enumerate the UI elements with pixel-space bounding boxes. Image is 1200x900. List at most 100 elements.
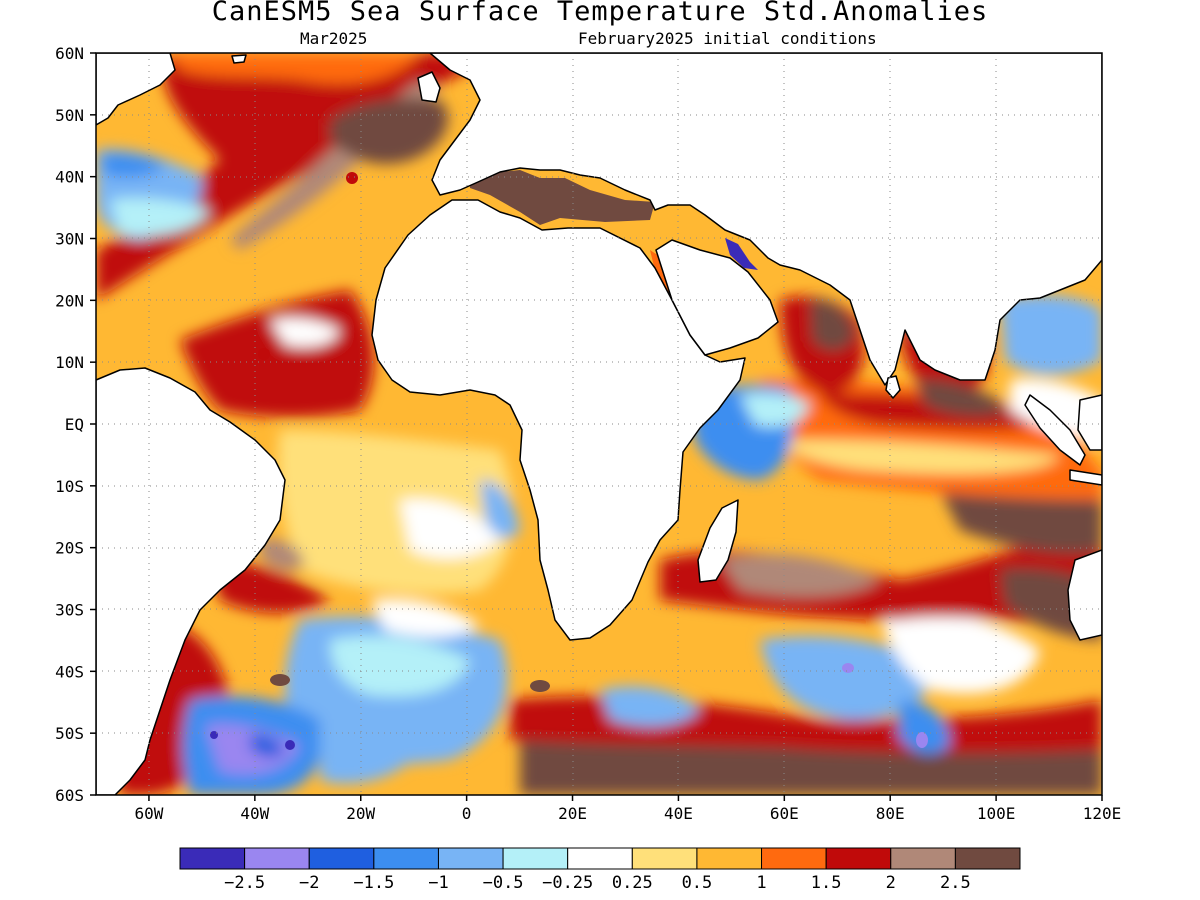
- anomaly-spot-red-2: [346, 172, 358, 184]
- lat-tick-label: 60S: [55, 786, 84, 805]
- anomaly-scs-cool: [1000, 294, 1102, 375]
- anomaly-si-cool: [760, 636, 932, 720]
- land-british-isles: [417, 71, 441, 103]
- lon-tick-label: 40W: [240, 804, 269, 823]
- lat-tick-label: 20S: [55, 539, 84, 558]
- anomaly-spot-brown-1: [530, 680, 550, 692]
- anomaly-tna-white: [270, 318, 340, 347]
- anomaly-spot-purple-2: [842, 663, 854, 673]
- anomaly-si-white: [880, 609, 1040, 694]
- colorbar-label: −0.5: [483, 873, 524, 893]
- colorbar-label: 1: [756, 873, 766, 893]
- lon-tick-label: 60W: [134, 804, 163, 823]
- lat-tick-label: 60N: [55, 44, 84, 63]
- land-java: [1069, 469, 1102, 486]
- longitude-axis: 60W 40W 20W 0 20E 40E 60E 80E 100E 120E: [134, 795, 1121, 823]
- anomaly-spot-brown-2: [270, 674, 290, 686]
- lat-tick-label: 10S: [55, 477, 84, 496]
- lon-tick-label: 120E: [1083, 804, 1122, 823]
- land-iceland: [231, 54, 247, 64]
- lon-tick-label: 20E: [558, 804, 587, 823]
- colorbar-label: −2: [299, 873, 319, 893]
- land-madagascar: [697, 499, 739, 583]
- anomaly-field: [96, 53, 1102, 795]
- colorbar-swatch: [308, 847, 375, 870]
- lat-tick-label: 10N: [55, 353, 84, 372]
- anomaly-sa-white: [370, 598, 480, 637]
- anomaly-tsa-white: [400, 499, 500, 559]
- colorbar-swatch: [954, 847, 1021, 870]
- lon-tick-label: 100E: [977, 804, 1016, 823]
- landmasses: [96, 53, 1102, 795]
- colorbar-labels: −2.5 −2 −1.5 −1 −0.5 −0.25 0.25 0.5 1 1.5 2 2.5: [224, 873, 971, 893]
- anomaly-sa-cool-light: [330, 636, 470, 697]
- colorbar-swatch: [179, 847, 246, 870]
- anomaly-somali-light: [740, 393, 810, 427]
- initial-conditions: February2025 initial conditions: [578, 29, 877, 48]
- lat-tick-label: 30N: [55, 230, 84, 249]
- anomaly-si-cool-east: [898, 700, 950, 754]
- forecast-month: Mar2025: [300, 29, 368, 48]
- colorbar-swatch: [373, 847, 439, 870]
- colorbar-swatch: [761, 847, 827, 870]
- anomaly-mediterranean: [470, 170, 655, 225]
- anomaly-spot-deep-2: [210, 731, 218, 739]
- latitude-axis: 60N 50N 40N 30N 20N 10N EQ 10S 20S 30S 40S 50S 60S: [55, 44, 96, 805]
- gridlines: [96, 53, 1102, 795]
- anomaly-na-north-orange: [170, 53, 420, 84]
- colorbar-swatch: [502, 847, 569, 870]
- anomaly-si-brown-east: [940, 485, 1102, 554]
- anomaly-na-core: [330, 98, 449, 164]
- lon-tick-label: 60E: [770, 804, 799, 823]
- colorbar-swatch: [437, 847, 504, 870]
- lon-tick-label: 20W: [346, 804, 375, 823]
- colorbar: [179, 847, 1021, 870]
- map-title: CanESM5 Sea Surface Temperature Std.Anom…: [211, 0, 989, 27]
- anomaly-persian-gulf: [725, 238, 758, 270]
- lon-tick-label: 80E: [876, 804, 905, 823]
- colorbar-swatch: [567, 847, 633, 870]
- anomaly-arabian-brown: [810, 299, 855, 351]
- colorbar-label: 2: [886, 873, 896, 893]
- colorbar-label: 2.5: [940, 873, 971, 893]
- anomaly-nwa-blue: [100, 153, 165, 177]
- land-arabia: [655, 239, 779, 356]
- colorbar-swatch: [244, 847, 310, 870]
- lon-tick-label: 0: [462, 804, 472, 823]
- anomaly-swa-bluish: [320, 700, 420, 784]
- lat-tick-label: 30S: [55, 601, 84, 620]
- lat-tick-label: EQ: [65, 415, 84, 434]
- colorbar-label: 0.5: [682, 873, 713, 893]
- land-europe-asia: [429, 53, 1102, 386]
- colorbar-label: 1.5: [811, 873, 842, 893]
- land-north-america: [96, 53, 176, 126]
- land-australia: [1067, 549, 1102, 641]
- lat-tick-label: 50S: [55, 724, 84, 743]
- anomaly-si-brown-band: [720, 553, 880, 597]
- anomaly-spot-deep-1: [285, 740, 295, 750]
- lat-tick-label: 50N: [55, 106, 84, 125]
- anomaly-sa-brown: [260, 538, 305, 571]
- anomaly-tsa-blue: [480, 480, 520, 539]
- land-sri-lanka: [885, 375, 901, 399]
- colorbar-label: −1.5: [353, 873, 394, 893]
- colorbar-label: −2.5: [224, 873, 265, 893]
- lat-tick-label: 40S: [55, 662, 84, 681]
- anomaly-tna-red: [180, 290, 374, 418]
- lat-tick-label: 20N: [55, 291, 84, 310]
- anomaly-bengal-dark: [915, 379, 1010, 417]
- colorbar-label: −0.25: [542, 873, 593, 893]
- lat-tick-label: 40N: [55, 168, 84, 187]
- colorbar-swatch: [631, 847, 698, 870]
- land-borneo: [1077, 394, 1102, 451]
- anomaly-swa-deep: [250, 734, 285, 757]
- anomaly-si-red-band: [660, 520, 1102, 623]
- anomaly-spot-purple-1: [916, 732, 928, 748]
- land-africa: [371, 199, 746, 641]
- lon-tick-label: 40E: [664, 804, 693, 823]
- anomaly-ti-red: [820, 393, 1040, 430]
- anomaly-si-cool-west: [600, 686, 700, 727]
- anomaly-spot-red-1: [258, 348, 270, 360]
- colorbar-swatch: [890, 847, 956, 870]
